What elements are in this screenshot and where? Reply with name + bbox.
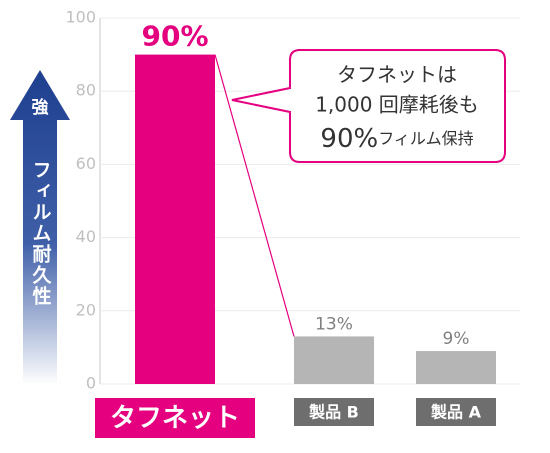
y-tick-label: 20	[76, 300, 96, 319]
callout-line: タフネットは	[337, 63, 457, 87]
y-tick-label: 100	[65, 8, 96, 27]
axis-top-label: 強	[32, 97, 49, 118]
bar	[135, 54, 215, 384]
category-box	[95, 398, 255, 438]
category-box	[294, 398, 374, 426]
x-tick-label: タフネット	[110, 404, 240, 434]
callout-line: 1,000 回摩耗後も	[315, 93, 479, 117]
callout-rest: フィルム保持	[378, 129, 473, 148]
value-label: 9%	[443, 329, 470, 349]
callout-big: 90%	[320, 124, 378, 154]
bar	[416, 351, 496, 384]
bar	[294, 336, 374, 384]
callout	[231, 49, 506, 163]
value-label: 13%	[315, 314, 353, 334]
x-tick-label: 製品 B	[308, 403, 359, 422]
x-tick-label: 製品 A	[430, 403, 482, 422]
y-tick-label: 0	[86, 374, 96, 393]
y-tick-label: 60	[76, 154, 96, 173]
axis-label: フィルム耐久性	[30, 160, 52, 307]
category-box	[416, 398, 496, 426]
y-tick-label: 80	[76, 81, 96, 100]
callout-line: 90%フィルム保持	[320, 124, 473, 154]
y-tick-label: 40	[76, 227, 96, 246]
durability-arrow	[10, 70, 70, 385]
connector-line	[214, 54, 295, 337]
value-label: 90%	[141, 20, 208, 53]
